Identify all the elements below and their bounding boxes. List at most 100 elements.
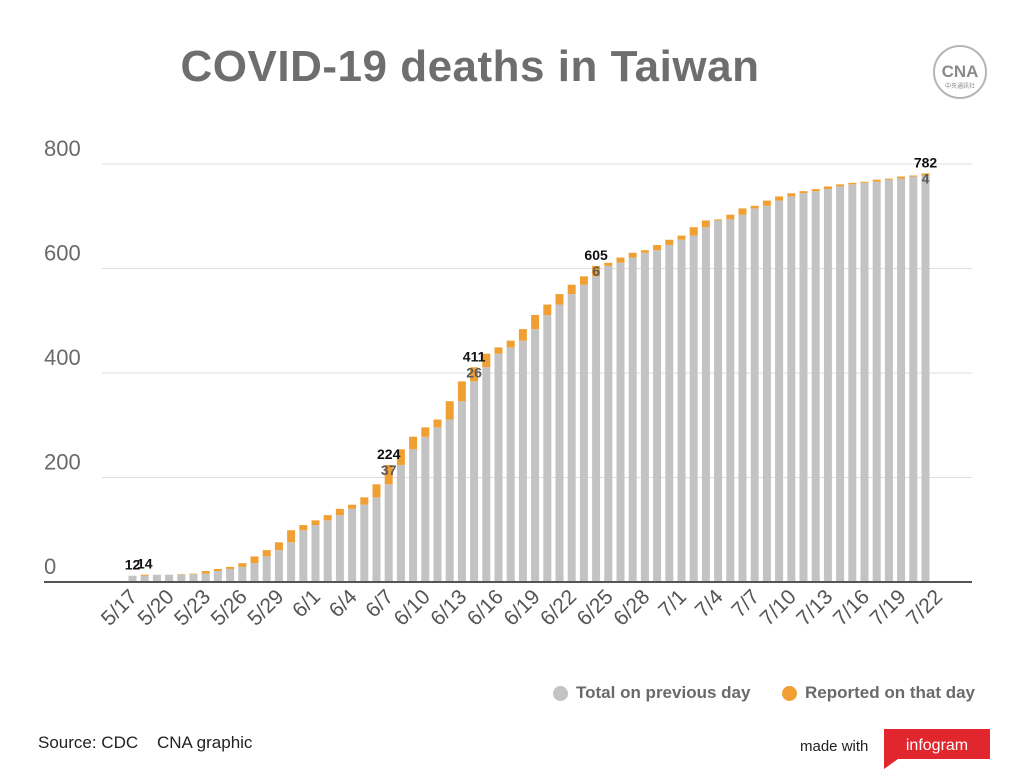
x-tick-label: 7/1	[654, 585, 691, 622]
bar-previous	[299, 530, 308, 582]
bar-reported	[494, 347, 503, 354]
x-tick-label: 6/4	[325, 585, 362, 622]
x-tick-label: 5/23	[170, 585, 215, 630]
bar-reported	[579, 276, 588, 285]
svg-text:中央通訊社: 中央通訊社	[945, 82, 975, 90]
bar-previous	[762, 205, 771, 583]
bar-previous	[909, 176, 918, 583]
bar-previous	[750, 208, 759, 582]
bar-previous	[152, 574, 161, 582]
bar-reported	[640, 250, 649, 253]
svg-text:CNA: CNA	[942, 62, 979, 81]
bar-previous	[262, 556, 271, 582]
bar-previous	[311, 525, 320, 582]
bar-reported	[189, 573, 198, 575]
bar-previous	[701, 227, 710, 582]
bar-previous	[726, 219, 735, 582]
bar-reported	[555, 294, 564, 305]
bar-reported	[140, 574, 149, 576]
bar-previous	[421, 436, 430, 582]
bar-previous	[128, 575, 137, 582]
bar-reported	[348, 504, 357, 509]
legend-item-previous: Total on previous day	[553, 683, 750, 703]
bar-reported	[604, 262, 613, 266]
bar-reported	[238, 563, 247, 567]
bar-previous	[250, 563, 259, 582]
bar-reported	[421, 427, 430, 437]
data-label-reported: 26	[466, 364, 482, 380]
x-tick-label: 6/1	[288, 585, 325, 622]
data-label-reported: 6	[592, 263, 600, 279]
bar-previous	[836, 186, 845, 582]
data-label-total: 14	[137, 556, 153, 572]
x-tick-label: 7/13	[792, 585, 837, 630]
bar-previous	[384, 484, 393, 582]
bar-reported	[775, 196, 784, 201]
bar-reported	[311, 520, 320, 526]
bar-reported	[531, 315, 540, 330]
x-tick-label: 5/17	[97, 585, 142, 630]
x-tick-label: 6/19	[499, 585, 544, 630]
x-tick-label: 6/13	[426, 585, 471, 630]
bar-previous	[543, 315, 552, 582]
y-tick-label: 600	[44, 241, 81, 266]
bar-reported	[677, 235, 686, 240]
bar-previous	[518, 340, 527, 582]
bar-previous	[360, 504, 369, 582]
legend-label-reported: Reported on that day	[805, 683, 976, 702]
bar-previous	[787, 196, 796, 582]
bar-reported	[323, 515, 332, 521]
bar-reported	[701, 220, 710, 228]
bar-reported	[433, 419, 442, 428]
legend-swatch-previous	[553, 685, 568, 701]
x-tick-label: 6/25	[573, 585, 618, 630]
bar-reported	[872, 179, 881, 182]
bar-reported	[360, 497, 369, 505]
bar-reported	[262, 550, 271, 557]
bar-previous	[884, 179, 893, 583]
bar-reported	[177, 574, 186, 575]
y-tick-label: 800	[44, 136, 81, 161]
x-tick-label: 7/10	[756, 585, 801, 630]
bar-previous	[653, 250, 662, 582]
bar-reported	[860, 181, 869, 183]
y-tick-label: 200	[44, 450, 81, 475]
legend-label-previous: Total on previous day	[576, 683, 751, 702]
bar-reported	[299, 525, 308, 531]
bar-previous	[165, 574, 174, 582]
bar-reported	[567, 284, 576, 295]
bar-previous	[348, 508, 357, 582]
bar-reported	[506, 340, 515, 348]
bar-previous	[811, 191, 820, 583]
bar-reported	[543, 304, 552, 316]
bar-reported	[213, 568, 222, 572]
bar-previous	[470, 381, 479, 582]
x-tick-label: 7/19	[865, 585, 910, 630]
bar-previous	[140, 575, 149, 582]
x-tick-label: 6/10	[390, 585, 435, 630]
bar-previous	[689, 235, 698, 582]
bar-reported	[616, 257, 625, 263]
bar-previous	[555, 304, 564, 582]
bar-previous	[372, 497, 381, 582]
data-label-reported: 37	[381, 462, 397, 478]
bar-previous	[323, 520, 332, 582]
bar-previous	[592, 276, 601, 582]
bar-reported	[409, 436, 418, 450]
bar-reported	[653, 244, 662, 251]
bar-previous	[177, 574, 186, 582]
bar-previous	[921, 175, 930, 582]
bar-previous	[335, 515, 344, 582]
bar-previous	[848, 184, 857, 582]
made-with-label: made with	[800, 738, 869, 755]
bar-previous	[457, 401, 466, 582]
infogram-badge[interactable]: infogram	[874, 729, 990, 769]
bar-previous	[665, 244, 674, 583]
bar-reported	[482, 353, 491, 368]
bar-previous	[567, 294, 576, 582]
bar-reported	[201, 571, 210, 574]
bar-previous	[531, 329, 540, 582]
bar-reported	[787, 193, 796, 197]
credit-note: CNA graphic	[157, 733, 253, 752]
bar-reported	[384, 464, 393, 485]
